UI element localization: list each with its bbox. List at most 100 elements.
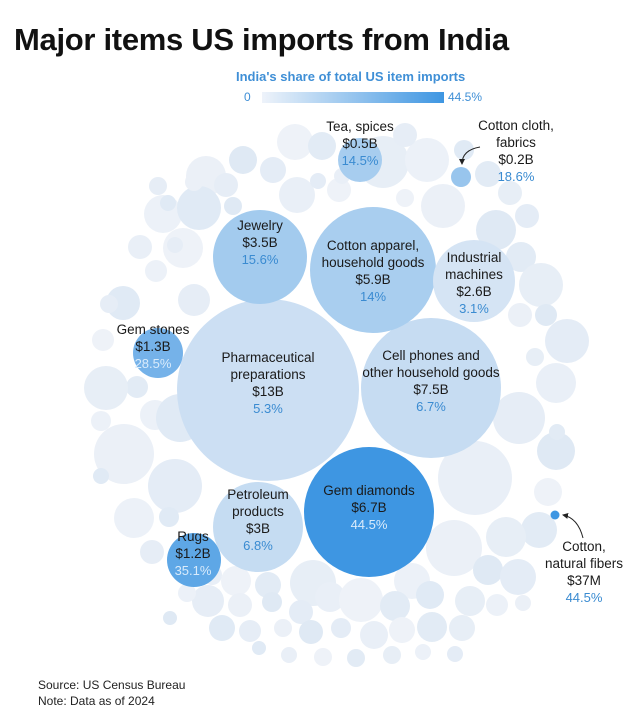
filler-bubble [228,593,252,617]
filler-bubbles [84,123,589,667]
filler-bubble [396,189,414,207]
bubble-label-name: Jewelry [237,218,283,233]
bubble-label-name: machines [445,267,503,282]
bubble-label-value: $1.2B [175,546,210,561]
filler-bubble [536,363,576,403]
filler-bubble [149,177,167,195]
filler-bubble [255,572,281,598]
filler-bubble [331,618,351,638]
filler-bubble [476,210,516,250]
filler-bubble [486,517,526,557]
filler-bubble [106,286,140,320]
filler-bubble [447,646,463,662]
filler-bubble [521,512,557,548]
filler-bubble [114,498,154,538]
filler-bubble [93,468,109,484]
bubble-circle [133,328,183,378]
bubble-label-value: $3.5B [242,235,277,250]
filler-bubble [94,424,154,484]
bubble-label-share: 6.8% [243,538,273,553]
bubble-label-share: 15.6% [242,252,279,267]
filler-bubble [239,620,261,642]
filler-bubble [339,578,383,622]
filler-bubble [148,459,202,513]
callout-arrow [562,513,584,539]
filler-bubble [360,621,388,649]
filler-bubble [327,178,351,202]
filler-bubble [91,411,111,431]
filler-bubble [92,329,114,351]
filler-bubble [167,237,183,253]
bubble-cotton-natural-fibers: Cotton, natural fibers $37M 44.5% [545,510,623,605]
filler-bubble [389,617,415,643]
bubble-label-value: $6.7B [351,500,386,515]
bubble-circle [213,210,307,304]
legend-title: India's share of total US item imports [236,69,466,84]
filler-bubble [498,181,522,205]
bubble-label-name: Gem diamonds [323,483,415,498]
filler-bubble [405,138,449,182]
filler-bubble [289,600,313,624]
filler-bubble [299,620,323,644]
bubble-gem-stones: Gem stones $1.3B 28.5% [117,322,190,378]
bubble-circle [550,510,560,520]
filler-bubble [380,591,410,621]
bubble-label-name: fabrics [496,135,536,150]
bubble-circle [433,240,515,322]
filler-bubble [192,585,224,617]
bubble-label-value: $3B [246,521,270,536]
filler-bubble [537,432,575,470]
bubble-circle [451,167,471,187]
filler-bubble [515,595,531,611]
filler-bubble [500,559,536,595]
bubble-label-name: Industrial [447,250,502,265]
filler-bubble [383,646,401,664]
filler-bubble [160,195,176,211]
bubble-label-share: 44.5% [566,590,603,605]
filler-bubble [100,295,118,313]
filler-bubble [128,235,152,259]
bubble-label-value: $7.5B [413,382,448,397]
filler-bubble [209,615,235,641]
callout-arrow [459,146,481,165]
bubble-pharmaceutical-preparations: Pharmaceutical preparations $13B 5.3% [177,299,359,481]
filler-bubble [277,124,313,160]
bubble-gem-diamonds: Gem diamonds $6.7B 44.5% [304,447,434,577]
filler-bubble [449,615,475,641]
bubble-petroleum-products: Petroleum products $3B 6.8% [213,482,303,572]
filler-bubble [140,540,164,564]
bubble-label-name: other household goods [362,365,500,380]
bubble-label-value: $0.2B [498,152,533,167]
filler-bubble [486,594,508,616]
filler-bubble [515,204,539,228]
bubble-label-share: 6.7% [416,399,446,414]
bubble-label-share: 35.1% [175,563,212,578]
filler-bubble [438,441,512,515]
bubble-label-value: $0.5B [342,136,377,151]
filler-bubble [252,641,266,655]
filler-bubble [178,584,196,602]
bubble-circle [167,533,221,587]
filler-bubble [310,173,326,189]
filler-bubble [417,612,447,642]
filler-bubble [545,319,589,363]
bubble-cotton-cloth-fabrics: Cotton cloth, fabrics $0.2B 18.6% [451,118,554,187]
filler-bubble [526,348,544,366]
bubble-circle [338,138,382,182]
bubble-label-name: Cotton cloth, [478,118,554,133]
bubble-label-name: Tea, spices [326,119,394,134]
filler-bubble [534,478,562,506]
filler-bubble [475,161,501,187]
filler-bubble [178,284,210,316]
filler-bubble [224,197,242,215]
filler-bubble [274,619,292,637]
filler-bubble [506,242,536,272]
bubble-circle [310,207,436,333]
filler-bubble [416,581,444,609]
bubble-label-name: Rugs [177,529,209,544]
filler-bubble [145,260,167,282]
bubble-label-name: Cotton apparel, [327,238,419,253]
legend-gradient-bar [262,92,444,103]
bubble-label-name: Petroleum [227,487,289,502]
filler-bubble [535,304,557,326]
